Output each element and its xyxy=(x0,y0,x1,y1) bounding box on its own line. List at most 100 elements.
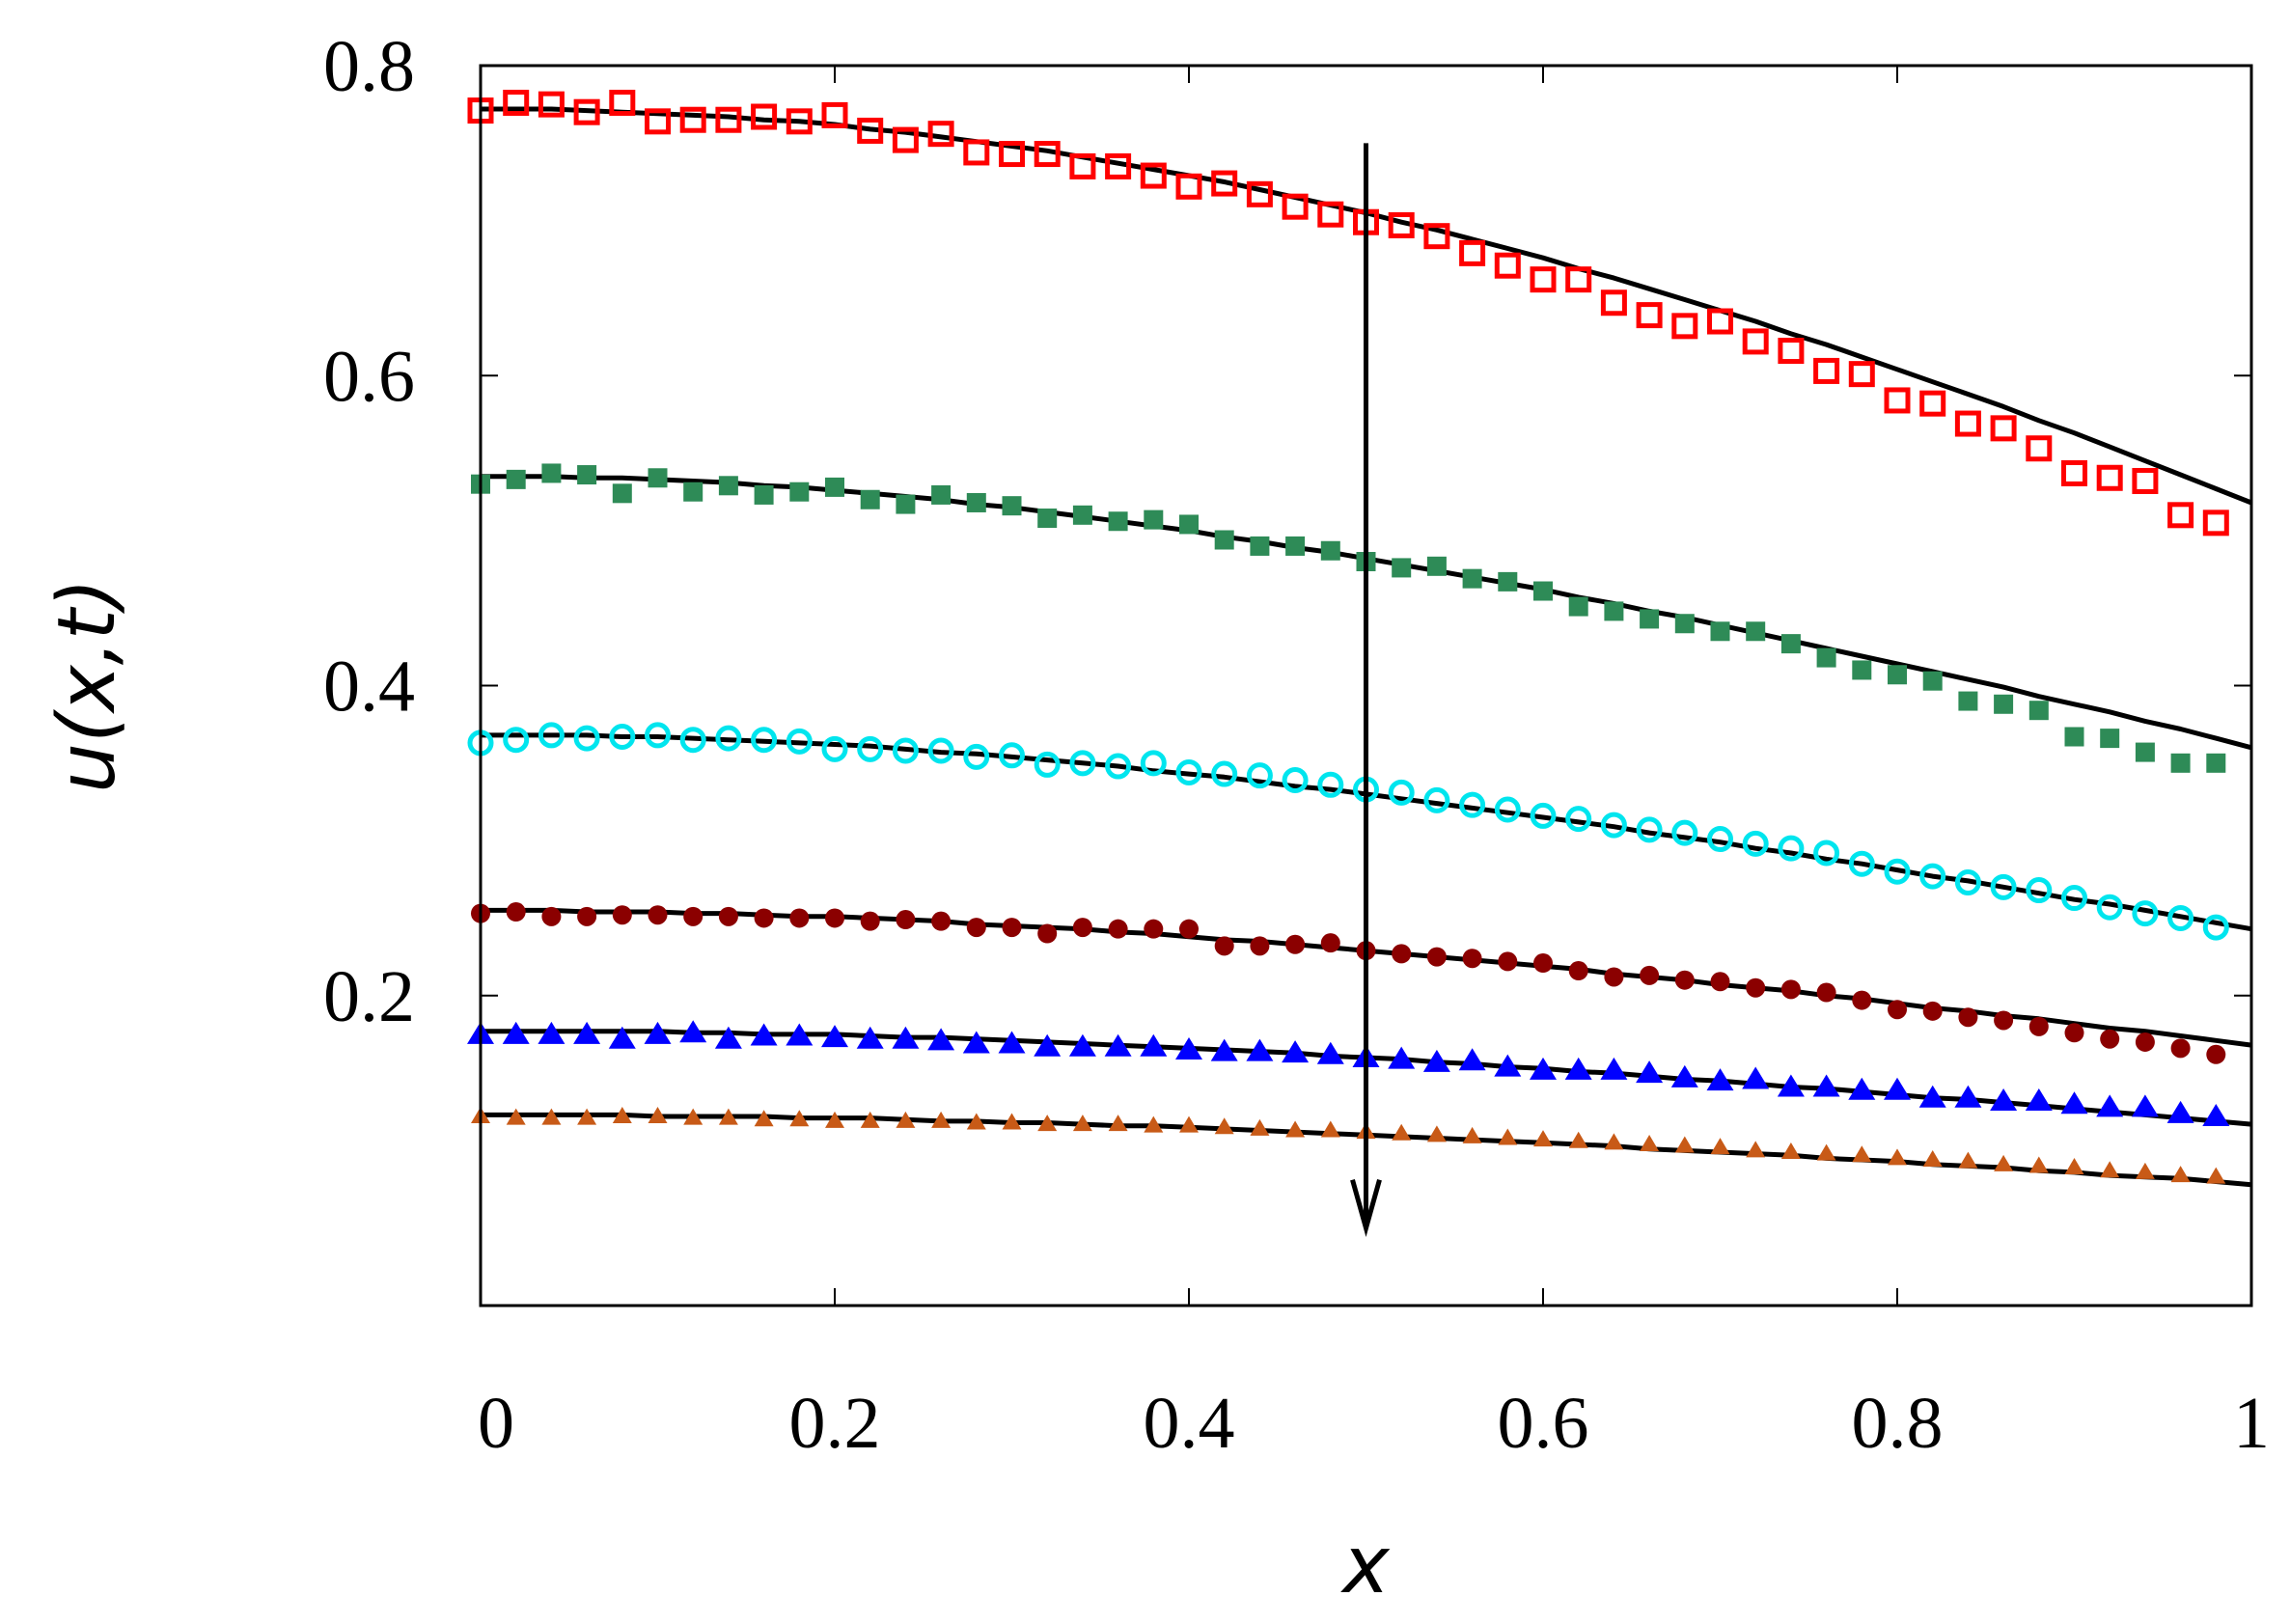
marker-s3-p34 xyxy=(1636,816,1663,843)
marker-s5-p40 xyxy=(1848,1077,1876,1100)
marker-s2-p33 xyxy=(1604,601,1624,621)
marker-s6-p7 xyxy=(683,1108,704,1125)
marker-s1-p48 xyxy=(2132,467,2159,494)
marker-s4-p34 xyxy=(1640,965,1660,985)
marker-s5-p30 xyxy=(1494,1054,1522,1077)
marker-s4-p37 xyxy=(1746,977,1766,998)
marker-s4-p45 xyxy=(2028,1016,2049,1036)
marker-s5-p28 xyxy=(1422,1049,1450,1072)
marker-s2-p4 xyxy=(577,465,597,485)
marker-s1-p21 xyxy=(1175,173,1202,200)
y-axis-label: u(x,t) xyxy=(41,578,133,793)
marker-s3-p18 xyxy=(1069,750,1096,777)
marker-s2-p32 xyxy=(1568,596,1588,617)
marker-s5-p2 xyxy=(502,1021,530,1044)
marker-s1-p40 xyxy=(1848,361,1875,388)
marker-s6-p49 xyxy=(2170,1166,2191,1183)
marker-s2-p2 xyxy=(506,469,526,489)
marker-s3-p8 xyxy=(715,725,742,752)
marker-s3-p38 xyxy=(1778,835,1805,862)
series-4 xyxy=(471,902,2252,1064)
marker-s2-p7 xyxy=(683,482,704,502)
marker-s3-p36 xyxy=(1707,826,1733,853)
marker-s4-p36 xyxy=(1710,972,1730,992)
y-tick-label: 0.8 xyxy=(323,26,415,107)
marker-s1-p10 xyxy=(786,108,813,135)
marker-s3-p2 xyxy=(503,727,530,754)
y-tick-label: 0.2 xyxy=(323,956,415,1037)
marker-s2-p14 xyxy=(931,484,952,505)
marker-s2-p38 xyxy=(1780,634,1801,654)
marker-s1-p2 xyxy=(503,90,530,117)
marker-s5-p35 xyxy=(1670,1064,1698,1087)
marker-s2-p20 xyxy=(1144,509,1164,530)
marker-s1-p18 xyxy=(1069,152,1096,179)
marker-s5-p6 xyxy=(644,1021,672,1044)
marker-s1-p39 xyxy=(1813,357,1840,384)
marker-s6-p39 xyxy=(1816,1143,1836,1161)
marker-s2-p11 xyxy=(825,477,844,497)
marker-s4-p10 xyxy=(789,908,810,928)
marker-s6-p30 xyxy=(1498,1128,1518,1145)
marker-s1-p4 xyxy=(573,98,600,125)
marker-s3-p15 xyxy=(963,743,990,770)
marker-s6-p14 xyxy=(931,1111,952,1128)
marker-s6-p38 xyxy=(1780,1142,1801,1159)
marker-s6-p18 xyxy=(1072,1115,1092,1132)
plot-area xyxy=(467,90,2252,1237)
marker-s4-p17 xyxy=(1037,923,1058,944)
marker-s2-p25 xyxy=(1320,540,1340,561)
marker-s1-p45 xyxy=(2026,435,2053,462)
marker-s1-p16 xyxy=(999,141,1025,168)
marker-s5-p36 xyxy=(1706,1068,1734,1091)
marker-s1-p5 xyxy=(609,90,636,117)
marker-s4-p25 xyxy=(1320,933,1340,953)
marker-s5-p21 xyxy=(1175,1036,1202,1060)
marker-s3-p49 xyxy=(2167,904,2194,931)
marker-s1-p44 xyxy=(1990,415,2017,442)
marker-s3-p23 xyxy=(1246,762,1273,789)
marker-s4-p44 xyxy=(1994,1010,2014,1031)
marker-s2-p3 xyxy=(541,463,562,483)
marker-s5-p18 xyxy=(1068,1033,1096,1057)
marker-s6-p23 xyxy=(1250,1118,1270,1136)
marker-s6-p24 xyxy=(1285,1120,1306,1138)
marker-s6-p47 xyxy=(2100,1161,2120,1178)
marker-s5-p8 xyxy=(714,1026,742,1049)
marker-s2-p28 xyxy=(1426,556,1447,576)
marker-s5-p39 xyxy=(1812,1074,1840,1097)
marker-s5-p50 xyxy=(2202,1104,2230,1127)
marker-s1-p3 xyxy=(538,91,565,118)
marker-s1-p38 xyxy=(1778,338,1805,365)
marker-s4-p7 xyxy=(683,906,704,926)
marker-s1-p37 xyxy=(1742,328,1769,355)
marker-s6-p42 xyxy=(1922,1150,1943,1168)
marker-s1-p28 xyxy=(1423,223,1450,250)
marker-s2-p34 xyxy=(1640,609,1660,629)
marker-s5-p9 xyxy=(750,1023,778,1046)
marker-s4-p16 xyxy=(1002,918,1022,938)
marker-s3-p5 xyxy=(609,724,636,751)
marker-s4-p33 xyxy=(1604,967,1624,987)
marker-s1-p49 xyxy=(2167,502,2194,529)
marker-s6-p36 xyxy=(1710,1138,1730,1155)
marker-s1-p12 xyxy=(857,117,884,144)
marker-s6-p11 xyxy=(825,1111,844,1128)
marker-s3-p7 xyxy=(679,727,706,754)
marker-s1-p8 xyxy=(715,106,742,133)
marker-s3-p32 xyxy=(1565,806,1592,833)
marker-s5-p15 xyxy=(962,1031,990,1054)
axes: 0 0.2 0.4 0.6 0.8 1 0.2 0.4 0.6 0.8 xyxy=(323,26,2270,1464)
marker-s5-p22 xyxy=(1210,1038,1238,1061)
marker-s1-p15 xyxy=(963,139,990,166)
marker-s2-p40 xyxy=(1852,660,1872,680)
marker-s3-p16 xyxy=(999,742,1025,769)
marker-s6-p16 xyxy=(1002,1113,1022,1130)
marker-s6-p37 xyxy=(1746,1141,1766,1158)
marker-s5-p34 xyxy=(1636,1060,1664,1084)
marker-s2-p23 xyxy=(1250,536,1270,556)
marker-s3-p37 xyxy=(1742,830,1769,857)
marker-s3-p33 xyxy=(1600,812,1627,839)
marker-s4-p18 xyxy=(1072,918,1092,938)
marker-s6-p21 xyxy=(1179,1115,1199,1133)
